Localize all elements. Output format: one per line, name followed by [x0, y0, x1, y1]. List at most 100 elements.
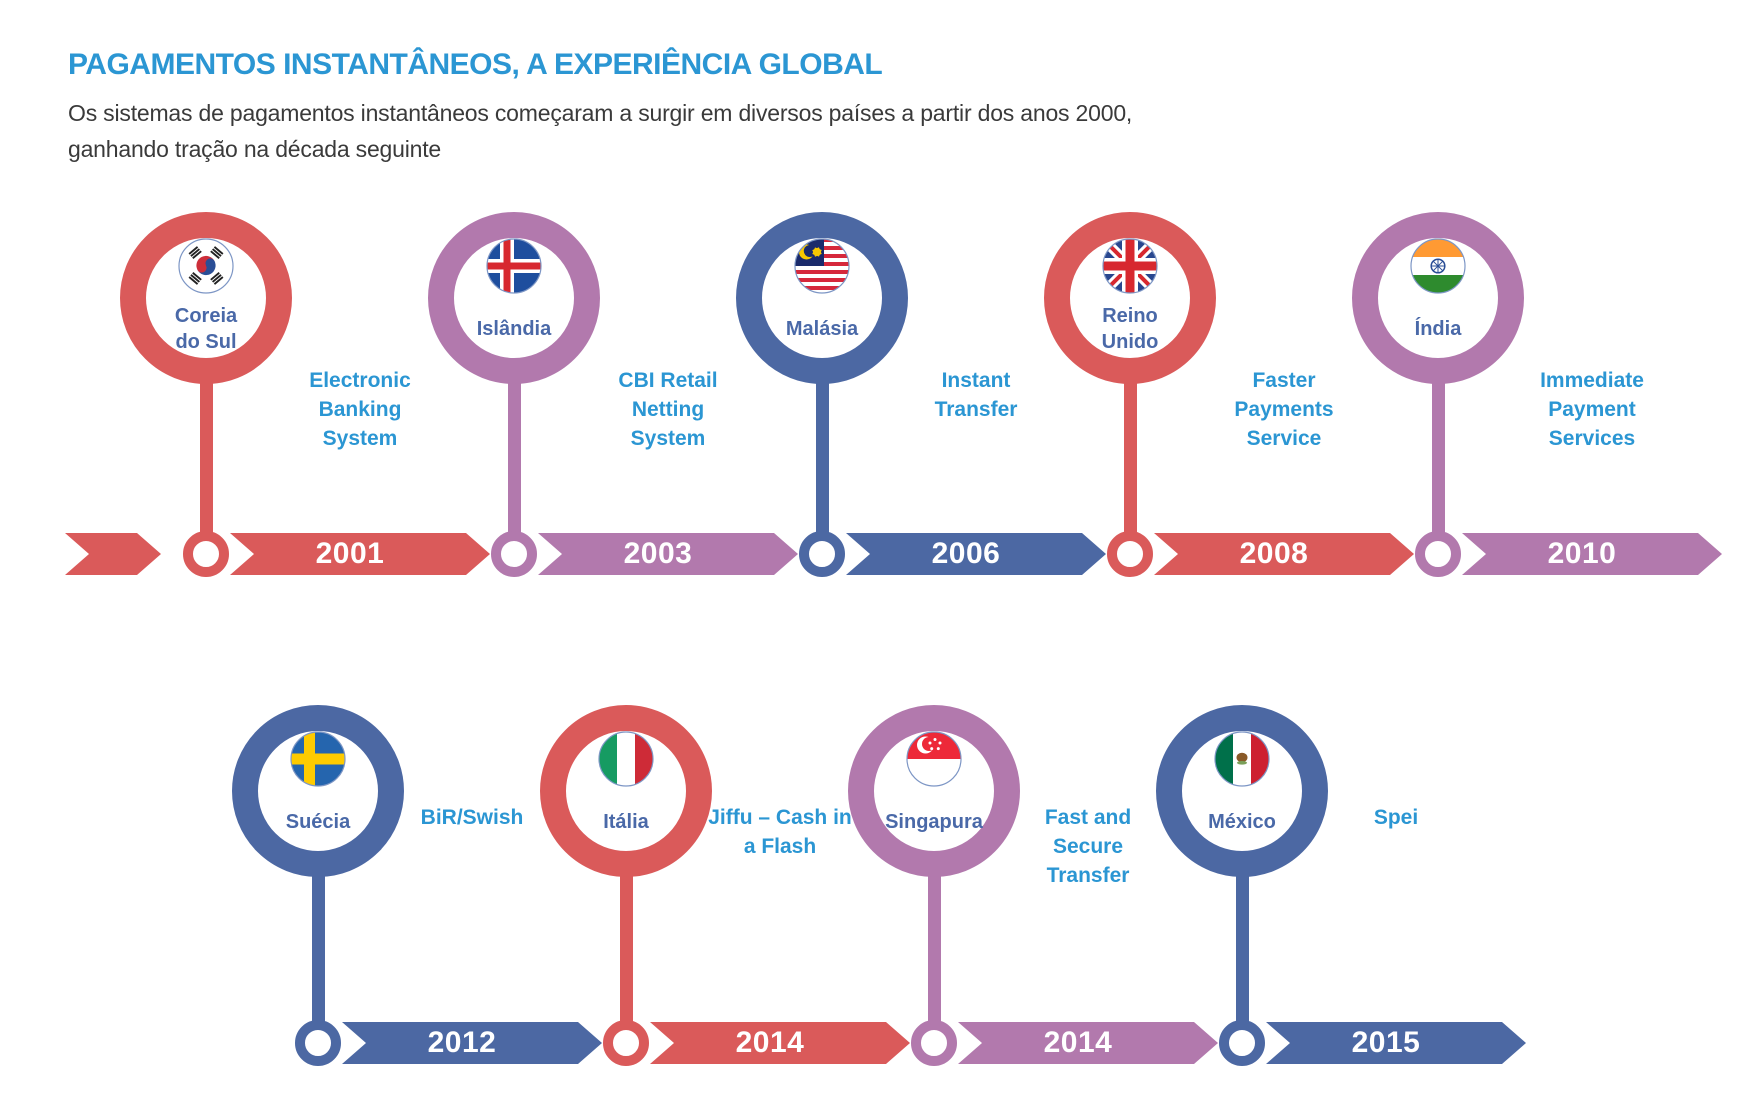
system-name: Spei — [1266, 803, 1526, 832]
country-label: Reino Unido — [1060, 300, 1200, 358]
singapore-flag-icon — [906, 731, 962, 787]
stem-connector — [1123, 380, 1137, 554]
year-label: 2014 — [1043, 1026, 1113, 1059]
india-flag-icon — [1410, 238, 1466, 294]
system-name: BiR/Swish — [342, 803, 602, 832]
system-name-line: Banking — [318, 398, 402, 421]
year-band: 2010 — [1462, 533, 1722, 575]
united-kingdom-flag-icon — [1102, 238, 1158, 294]
year-label: 2010 — [1547, 537, 1617, 570]
country-label: Índia — [1368, 300, 1508, 358]
country-label: Itália — [556, 793, 696, 851]
country-label-line: Reino — [1102, 305, 1158, 327]
year-band: 2006 — [846, 533, 1106, 575]
country-label-line: Malásia — [785, 318, 859, 340]
timeline-start-arrow — [65, 533, 161, 575]
stem-connector — [927, 873, 941, 1043]
system-name-line: Fast and — [1044, 806, 1132, 829]
timeline-node — [1219, 1020, 1265, 1066]
country-label-line: Suécia — [285, 811, 351, 833]
country-label: Malásia — [752, 300, 892, 358]
system-name-line: Payment — [1548, 398, 1636, 421]
timeline-node — [183, 531, 229, 577]
year-band: 2012 — [342, 1022, 602, 1064]
stem-connector — [1235, 873, 1249, 1043]
page-subtitle-line1: Os sistemas de pagamentos instantâneos c… — [68, 100, 1133, 126]
system-name: Faster Payments Service — [1154, 366, 1414, 453]
system-name-line: BiR/Swish — [420, 806, 524, 829]
year-label: 2012 — [427, 1026, 497, 1059]
year-band: 2014 — [958, 1022, 1218, 1064]
country-label: Coreia do Sul — [136, 300, 276, 358]
system-name-line: Payments — [1234, 398, 1334, 421]
system-name-line: Service — [1246, 427, 1322, 450]
iceland-flag-icon — [486, 238, 542, 294]
system-name-line: Transfer — [934, 398, 1018, 421]
system-name-line: Transfer — [1046, 864, 1130, 887]
year-label: 2008 — [1239, 537, 1309, 570]
year-label: 2003 — [623, 537, 693, 570]
country-label: Singapura — [864, 793, 1004, 851]
timeline-node — [799, 531, 845, 577]
country-label-line: Itália — [603, 811, 649, 833]
stem-connector — [311, 873, 325, 1043]
south-korea-flag-icon — [178, 238, 234, 294]
stem-connector — [199, 380, 213, 554]
country-label-line: do Sul — [175, 331, 237, 353]
year-label: 2006 — [931, 537, 1001, 570]
system-name-line: Electronic — [309, 369, 411, 392]
country-label: México — [1172, 793, 1312, 851]
year-label: 2014 — [735, 1026, 805, 1059]
year-band: 2001 — [230, 533, 490, 575]
country-label: Suécia — [248, 793, 388, 851]
system-name-line: Spei — [1373, 806, 1419, 829]
system-name: Instant Transfer — [846, 366, 1106, 424]
system-name: Fast and Secure Transfer — [958, 803, 1218, 890]
page-subtitle-line2: ganhando tração na década seguinte — [68, 136, 442, 162]
stem-connector — [815, 380, 829, 554]
timeline-node — [1415, 531, 1461, 577]
system-name-line: a Flash — [743, 835, 817, 858]
malaysia-flag-icon — [794, 238, 850, 294]
country-label-line: Singapura — [885, 811, 983, 833]
country-label-line: México — [1208, 811, 1276, 833]
system-name: CBI Retail Netting System — [538, 366, 798, 453]
country-label-line: Coreia — [174, 305, 238, 327]
country-label-line: Islândia — [476, 318, 552, 340]
system-name: Electronic Banking System — [230, 366, 490, 453]
timeline-node — [603, 1020, 649, 1066]
system-name-line: Jiffu – Cash in — [708, 806, 852, 829]
stem-connector — [1431, 380, 1445, 554]
timeline-node — [491, 531, 537, 577]
country-label: Islândia — [444, 300, 584, 358]
stem-connector — [619, 873, 633, 1043]
year-band: 2003 — [538, 533, 798, 575]
mexico-flag-icon — [1214, 731, 1270, 787]
year-label: 2001 — [315, 537, 385, 570]
system-name-line: Services — [1548, 427, 1636, 450]
timeline-node — [1107, 531, 1153, 577]
country-label-line: Unido — [1101, 331, 1159, 353]
system-name-line: Immediate — [1540, 369, 1644, 392]
system-name-line: System — [630, 427, 706, 450]
year-band: 2008 — [1154, 533, 1414, 575]
system-name: Immediate Payment Services — [1462, 366, 1722, 453]
year-band: 2015 — [1266, 1022, 1526, 1064]
year-band: 2014 — [650, 1022, 910, 1064]
sweden-flag-icon — [290, 731, 346, 787]
timeline-node — [295, 1020, 341, 1066]
year-label: 2015 — [1351, 1026, 1421, 1059]
stem-connector — [507, 380, 521, 554]
system-name-line: CBI Retail — [618, 369, 718, 392]
system-name-line: Instant — [941, 369, 1011, 392]
system-name-line: Netting — [631, 398, 705, 421]
country-label-line: Índia — [1414, 318, 1462, 340]
page-title: PAGAMENTOS INSTANTÂNEOS, A EXPERIÊNCIA G… — [68, 48, 883, 81]
system-name-line: Faster — [1252, 369, 1316, 392]
timeline-node — [911, 1020, 957, 1066]
system-name: Jiffu – Cash in a Flash — [650, 803, 910, 861]
system-name-line: Secure — [1052, 835, 1124, 858]
italy-flag-icon — [598, 731, 654, 787]
system-name-line: System — [322, 427, 398, 450]
